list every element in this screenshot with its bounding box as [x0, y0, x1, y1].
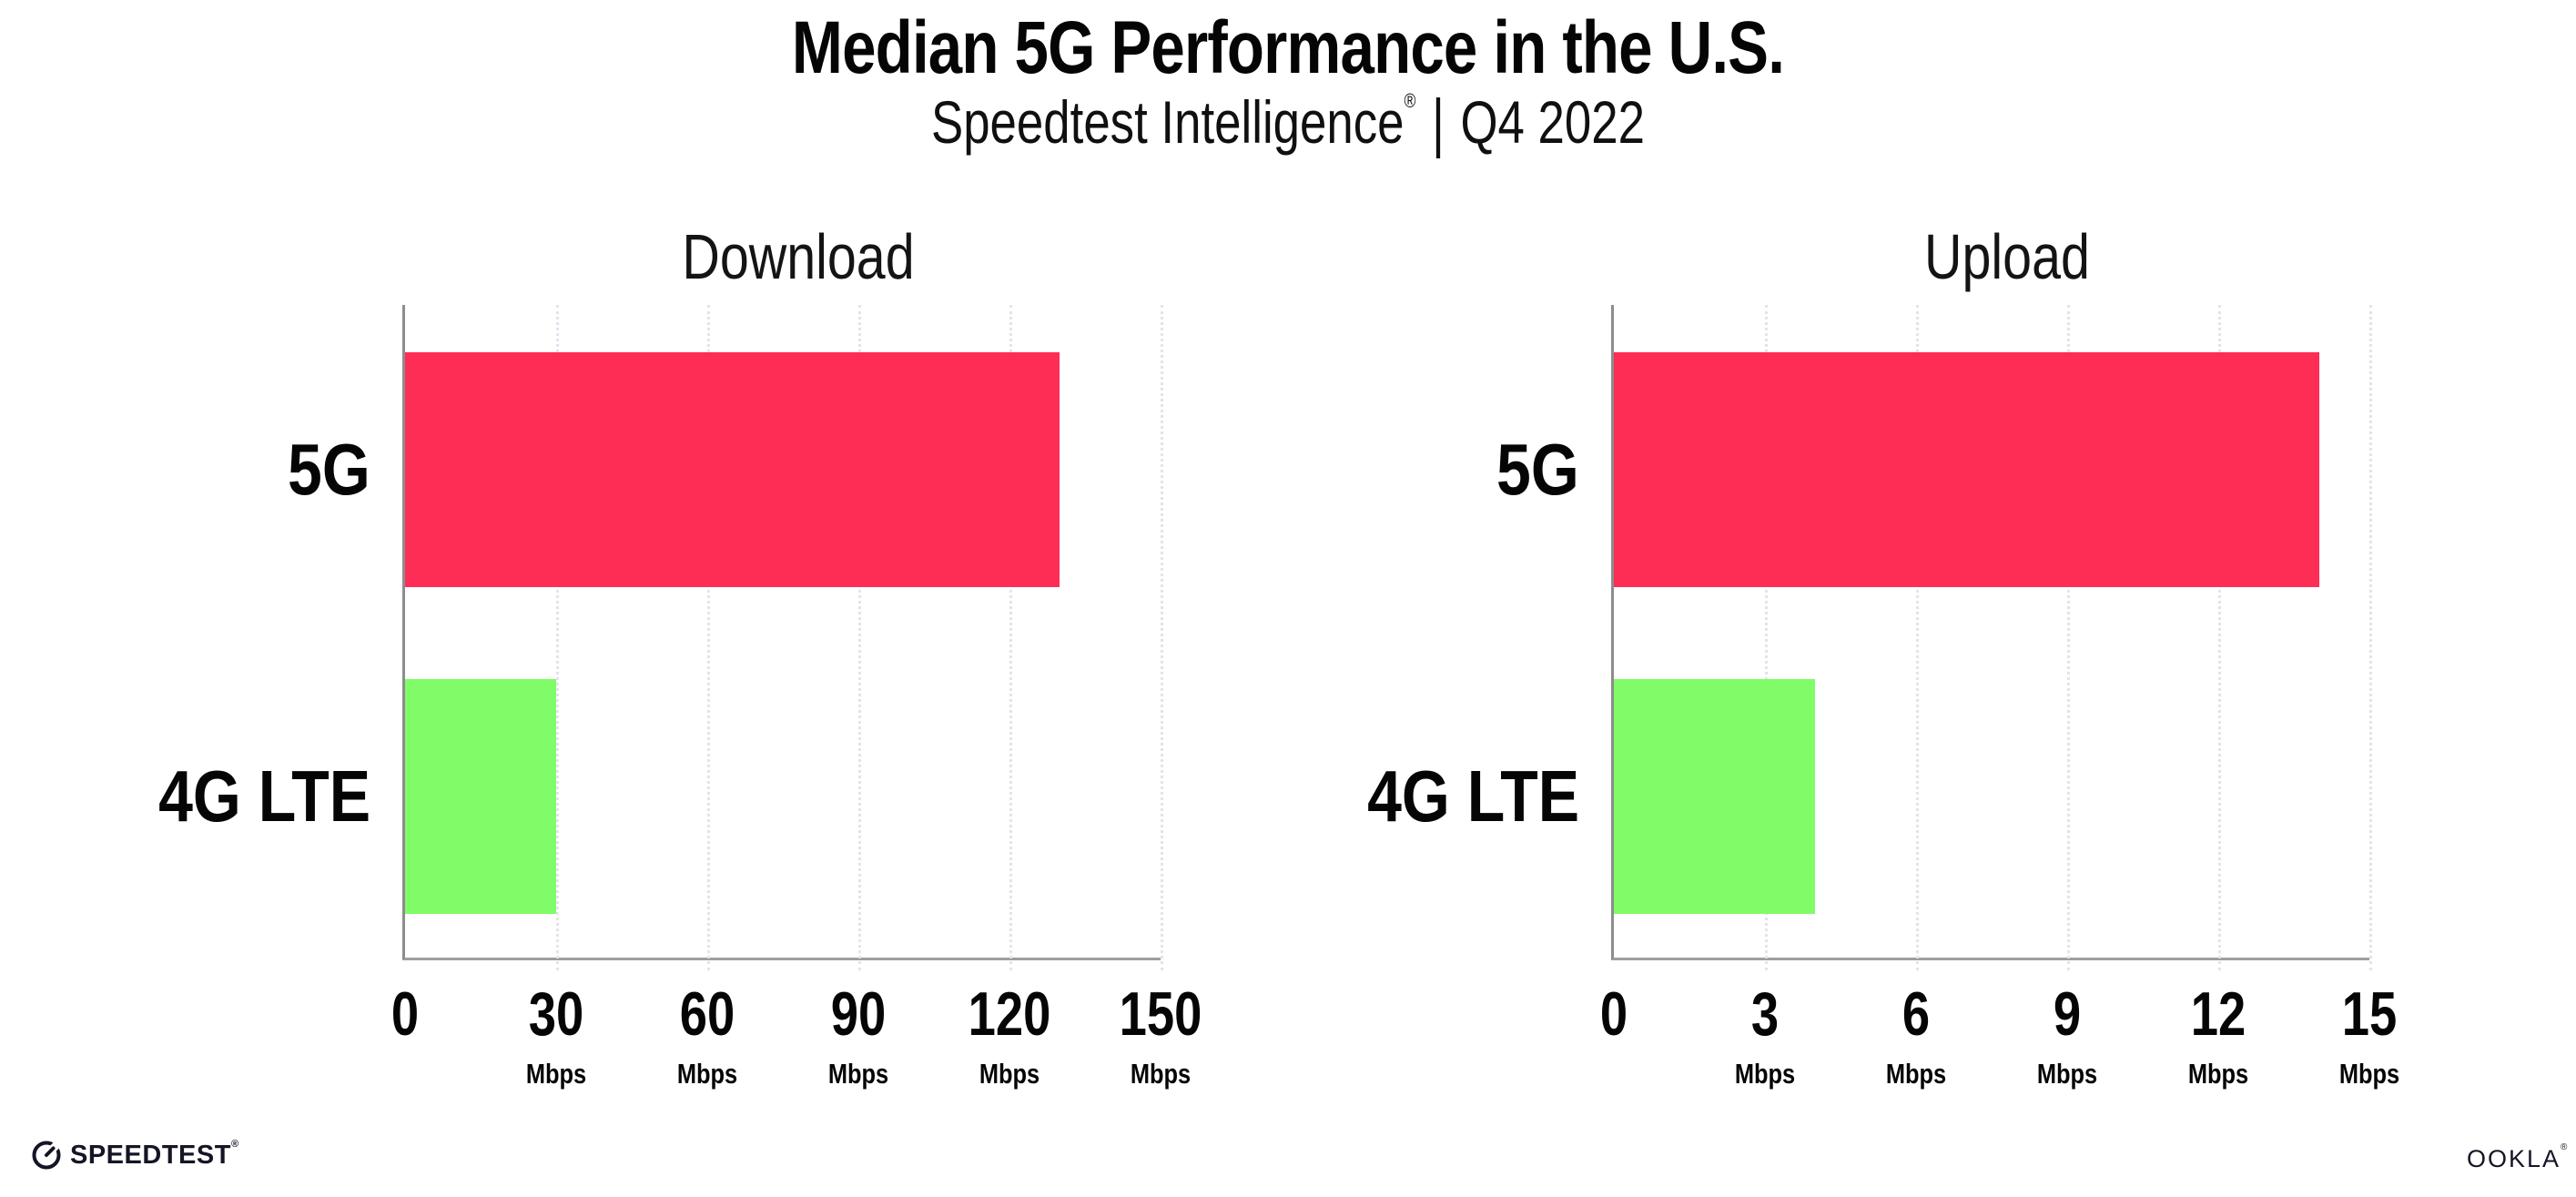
- x-tick-unit: Mbps: [2036, 1058, 2098, 1090]
- x-tick-0: 0: [388, 983, 422, 1045]
- bar-5g: [1614, 352, 2319, 587]
- bar-5g: [405, 352, 1060, 587]
- x-tick-value: 0: [1599, 979, 1628, 1049]
- bar-4g-lte: [405, 679, 556, 914]
- x-tick-value: 120: [968, 979, 1051, 1049]
- bar-4g-lte: [1614, 679, 1816, 914]
- x-tick-value: 150: [1119, 979, 1202, 1049]
- category-label-5g: 5G: [288, 429, 370, 510]
- gridline: [1916, 305, 1919, 970]
- chart-title-upload: Upload: [1924, 221, 2090, 292]
- gridline: [2218, 305, 2221, 970]
- x-tick-12: 12 Mbps: [2182, 983, 2256, 1090]
- registered-mark: ®: [2561, 1142, 2570, 1152]
- category-label-4g-lte: 4G LTE: [1367, 756, 1579, 837]
- x-tick-unit: Mbps: [525, 1058, 587, 1090]
- speedtest-logo: SPEEDTEST®: [31, 1138, 239, 1171]
- x-tick-unit: Mbps: [2187, 1058, 2249, 1090]
- x-tick-value: 9: [2053, 979, 2082, 1049]
- gridline: [2369, 305, 2372, 970]
- x-tick-6: 6 Mbps: [1880, 983, 1953, 1090]
- gridline: [556, 305, 559, 970]
- x-tick-90: 90 Mbps: [822, 983, 896, 1090]
- x-tick-0: 0: [1597, 983, 1631, 1045]
- x-tick-unit: Mbps: [827, 1058, 889, 1090]
- category-label-5g: 5G: [1496, 429, 1579, 510]
- ookla-wordmark: OOKLA: [2467, 1145, 2561, 1172]
- x-tick-unit: Mbps: [1130, 1058, 1192, 1090]
- subtitle-separator: |: [1432, 86, 1445, 158]
- chart-title-download: Download: [682, 221, 915, 292]
- gridline: [707, 305, 710, 970]
- upload-plot-area: 0 3 Mbps 6 Mbps 9 Mbps 12 Mbps 15 Mbps 5G 4G LTE: [1367, 305, 2399, 1090]
- registered-mark: ®: [230, 1138, 239, 1150]
- gridline: [858, 305, 861, 970]
- x-tick-unit: Mbps: [2338, 1058, 2400, 1090]
- x-tick-3: 3 Mbps: [1729, 983, 1802, 1090]
- page-subtitle: Speedtest Intelligence® | Q4 2022: [258, 86, 2318, 158]
- x-tick-150: 150 Mbps: [1109, 983, 1212, 1090]
- x-tick-value: 60: [679, 979, 735, 1049]
- x-tick-value: 15: [2341, 979, 2398, 1049]
- x-tick-120: 120 Mbps: [958, 983, 1060, 1090]
- x-tick-30: 30 Mbps: [520, 983, 593, 1090]
- x-tick-value: 30: [528, 979, 584, 1049]
- x-tick-unit: Mbps: [979, 1058, 1040, 1090]
- x-tick-unit: Mbps: [676, 1058, 738, 1090]
- gridline: [1161, 305, 1163, 970]
- x-tick-9: 9 Mbps: [2031, 983, 2104, 1090]
- x-tick-60: 60 Mbps: [671, 983, 745, 1090]
- ookla-logo: OOKLA®: [2467, 1142, 2570, 1173]
- subtitle-period: Q4 2022: [1460, 88, 1646, 156]
- x-tick-value: 90: [830, 979, 887, 1049]
- speedtest-wordmark: SPEEDTEST®: [70, 1138, 239, 1170]
- download-plot-area: 0 30 Mbps 60 Mbps 90 Mbps 120 Mbps 150 Mbps 5G 4G LT…: [158, 305, 1202, 1090]
- x-tick-unit: Mbps: [1734, 1058, 1796, 1090]
- category-label-4g-lte: 4G LTE: [158, 756, 370, 837]
- gridline: [2067, 305, 2070, 970]
- x-tick-value: 3: [1750, 979, 1780, 1049]
- x-tick-value: 0: [390, 979, 420, 1049]
- x-tick-value: 12: [2190, 979, 2246, 1049]
- x-tick-15: 15 Mbps: [2333, 983, 2407, 1090]
- x-tick-unit: Mbps: [1885, 1058, 1947, 1090]
- gridline: [1765, 305, 1768, 970]
- x-tick-value: 6: [1902, 979, 1931, 1049]
- subtitle-brand: Speedtest Intelligence: [930, 88, 1405, 156]
- page-title: Median 5G Performance in the U.S.: [791, 6, 1785, 89]
- gridline: [1009, 305, 1012, 970]
- speedtest-gauge-icon: [31, 1140, 62, 1171]
- registered-mark: ®: [1404, 89, 1416, 112]
